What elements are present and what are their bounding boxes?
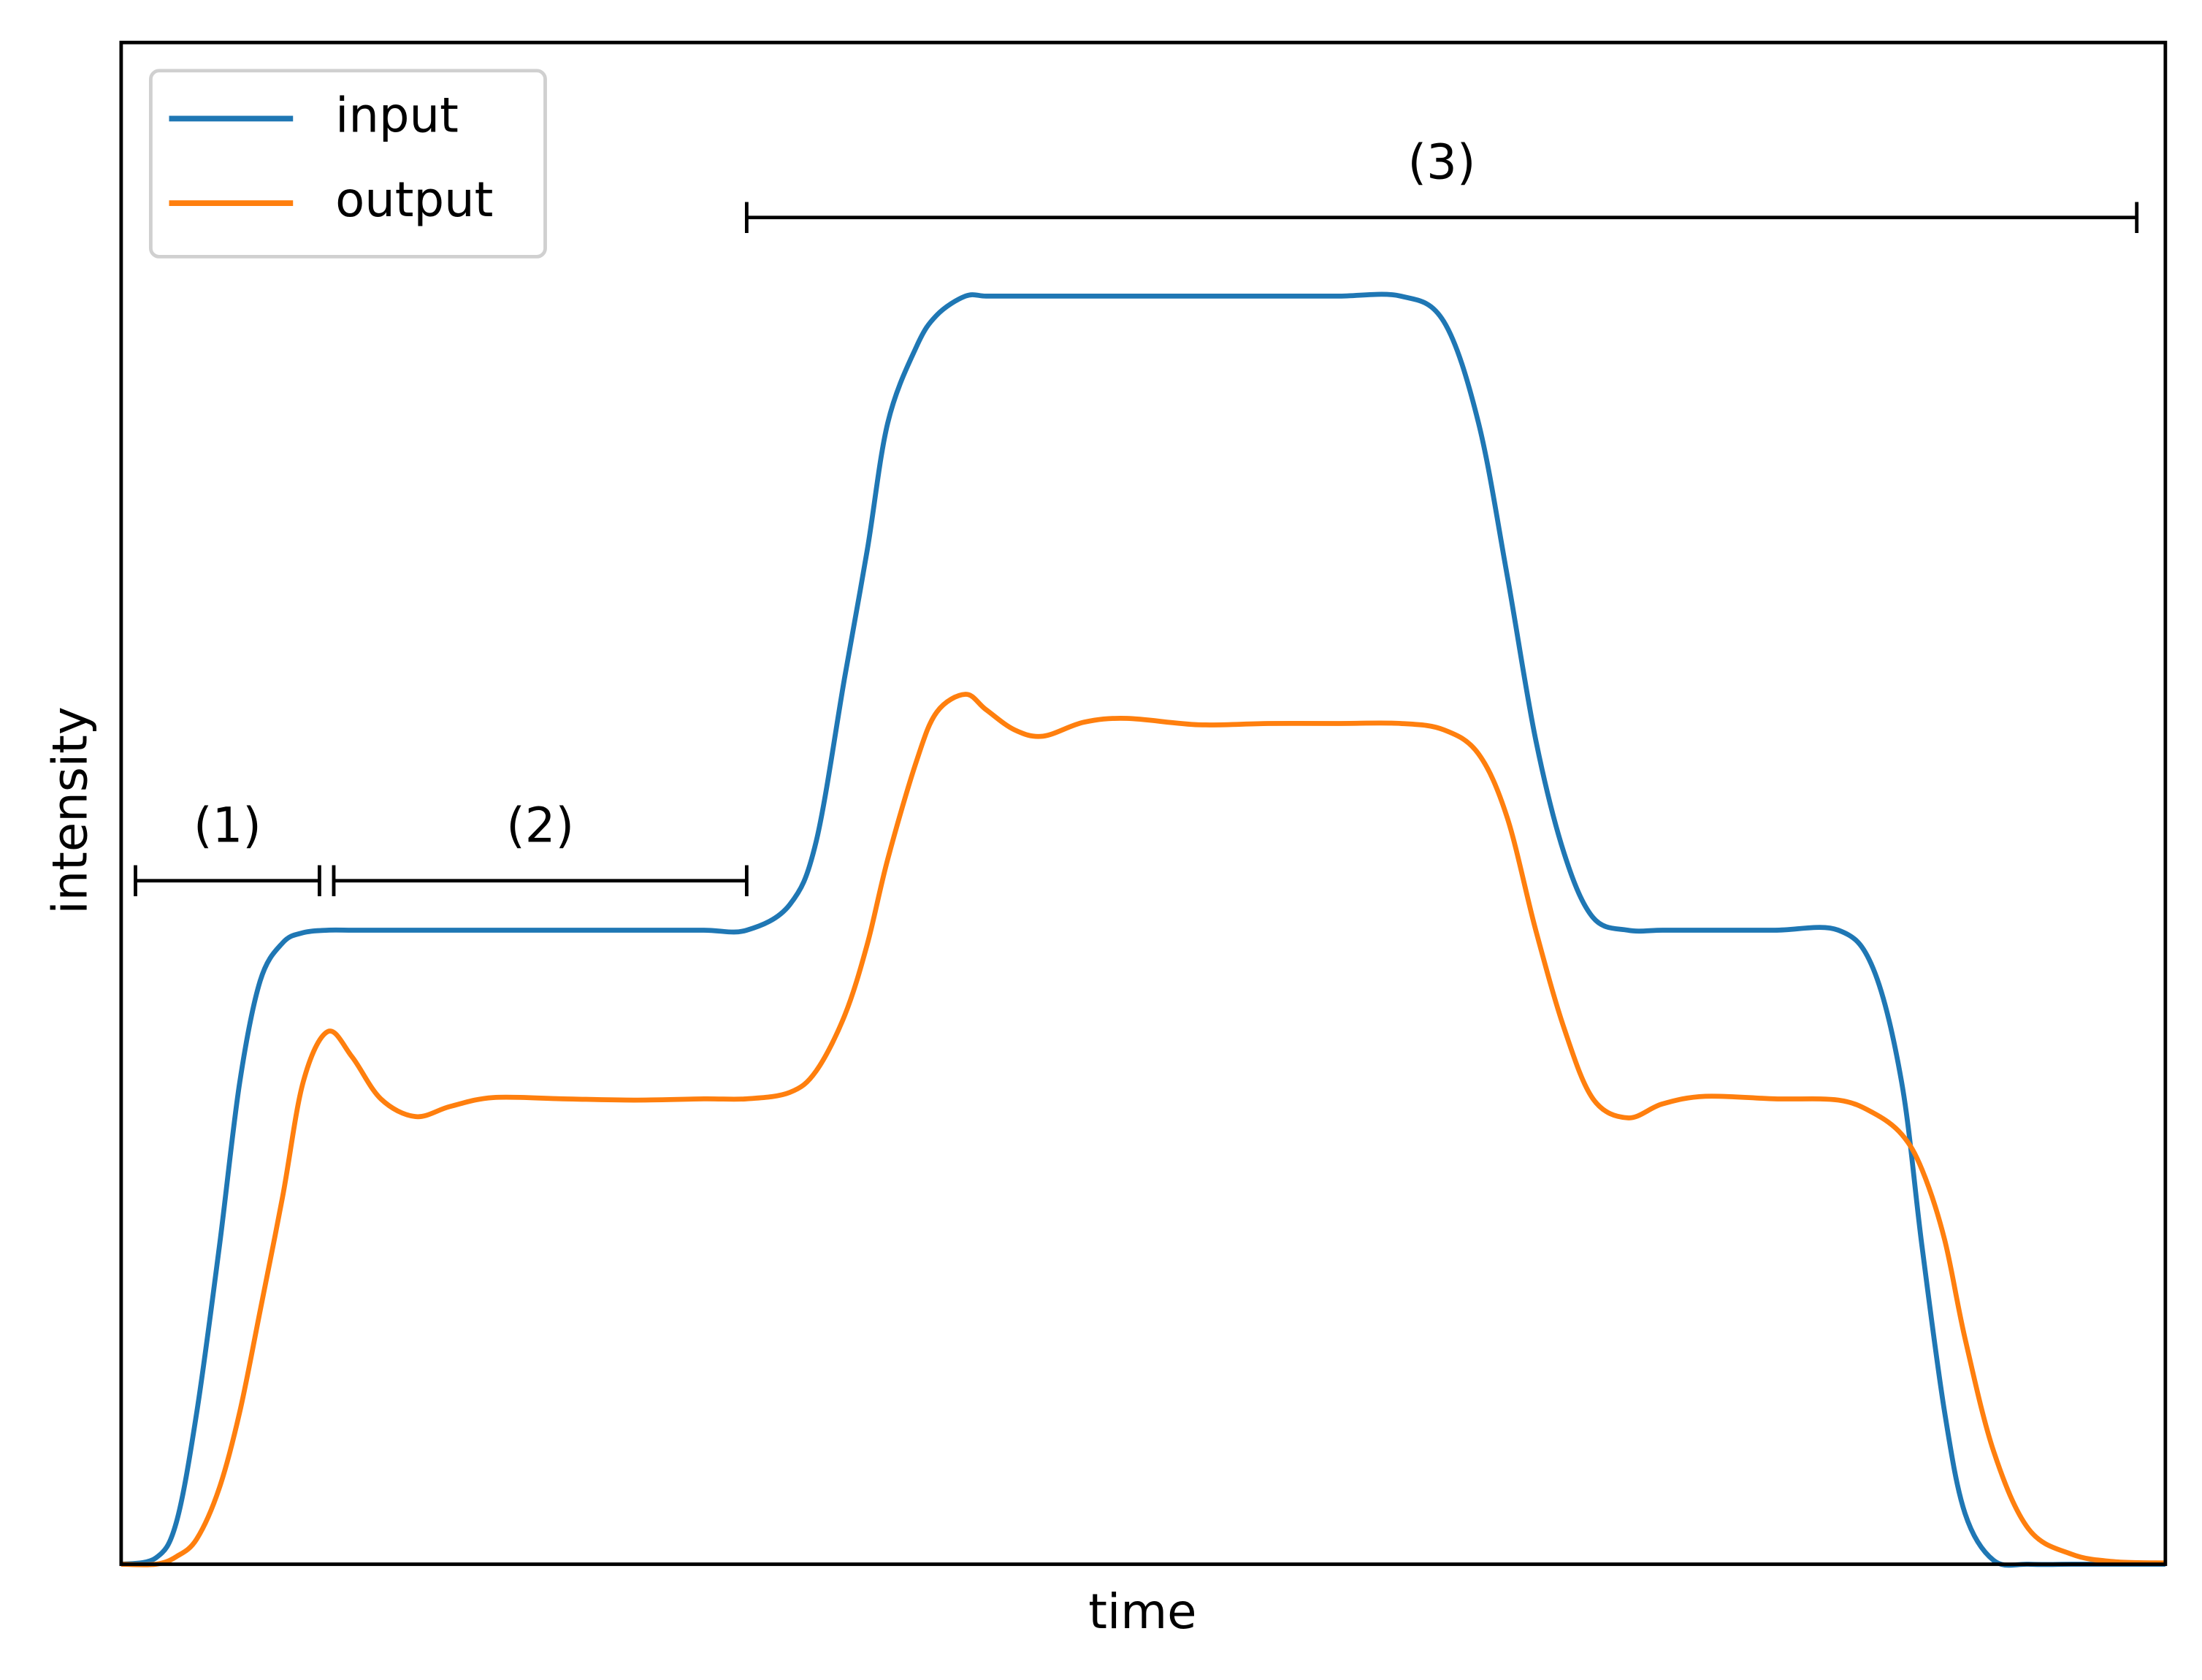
y-axis-label: intensity [42,706,98,914]
legend-label: input [335,88,459,143]
annotation-label: (3) [1408,134,1476,190]
data-line [121,291,2165,1568]
x-axis-label: time [1088,1584,1196,1640]
plot-area [121,291,2165,1568]
data-line [121,692,2165,1568]
legend-label: output [335,172,493,228]
annotation-label: (1) [194,798,261,853]
annotation-label: (2) [506,798,574,853]
axes-frame [119,40,2168,1566]
